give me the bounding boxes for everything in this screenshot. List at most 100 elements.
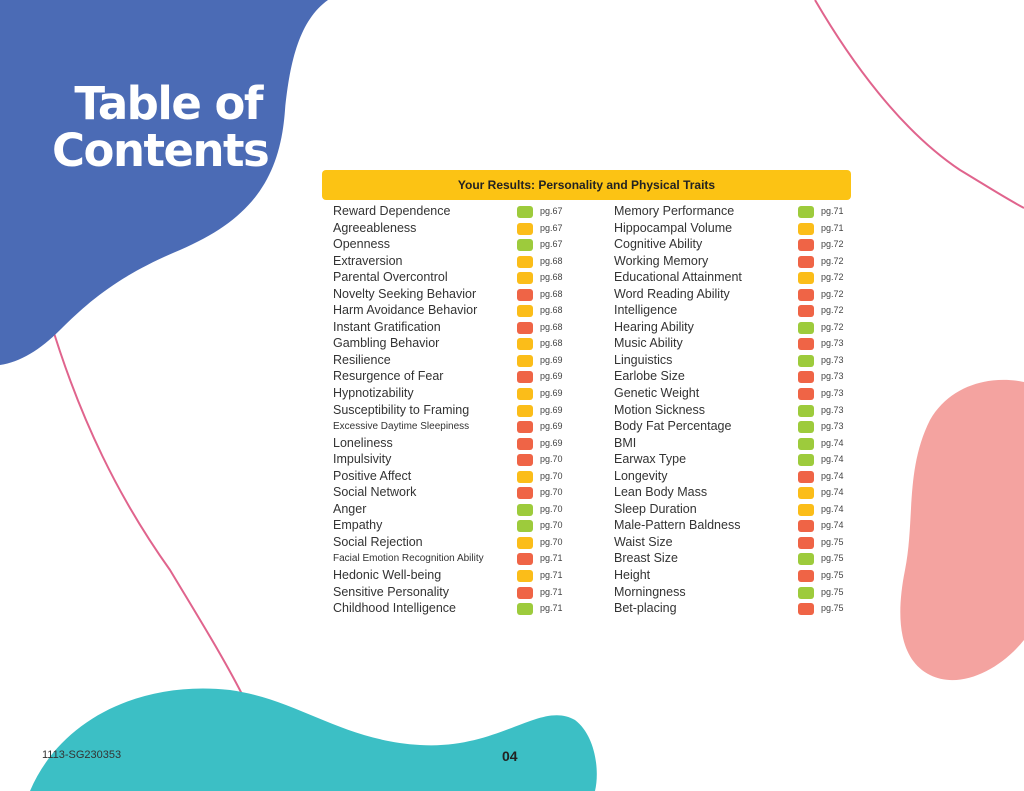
toc-entry[interactable]: Hippocampal Volume pg.71 (614, 220, 854, 237)
toc-entry[interactable]: Anger pg.70 (333, 501, 573, 518)
toc-entry[interactable]: Body Fat Percentage pg.73 (614, 418, 854, 435)
toc-entry-page: pg.71 (540, 570, 563, 581)
toc-entry[interactable]: Lean Body Mass pg.74 (614, 484, 854, 501)
section-banner: Your Results: Personality and Physical T… (322, 170, 851, 200)
status-indicator-yellow (517, 338, 533, 351)
toc-entry[interactable]: Morningness pg.75 (614, 584, 854, 601)
toc-entry[interactable]: Agreeableness pg.67 (333, 220, 573, 237)
blue-blob (0, 0, 328, 365)
status-indicator-red (798, 288, 814, 301)
toc-entry[interactable]: Sensitive Personality pg.71 (333, 584, 573, 601)
toc-entry[interactable]: Empathy pg.70 (333, 517, 573, 534)
toc-entry[interactable]: Facial Emotion Recognition Ability pg.71 (333, 550, 573, 567)
toc-entry[interactable]: Openness pg.67 (333, 236, 573, 253)
status-indicator-red (517, 421, 533, 434)
toc-entry[interactable]: Excessive Daytime Sleepiness pg.69 (333, 418, 573, 435)
toc-entry[interactable]: Positive Affect pg.70 (333, 468, 573, 485)
toc-entry-label: Hedonic Well-being (333, 568, 442, 583)
toc-entry[interactable]: Linguistics pg.73 (614, 352, 854, 369)
toc-entry-label: Memory Performance (614, 204, 735, 218)
toc-entry-page: pg.74 (821, 487, 844, 498)
toc-entry-page: pg.67 (540, 239, 563, 250)
toc-entry[interactable]: Childhood Intelligence pg.71 (333, 600, 573, 617)
toc-entry[interactable]: Novelty Seeking Behavior pg.68 (333, 286, 573, 303)
toc-entry[interactable]: Hearing Ability pg.72 (614, 319, 854, 336)
toc-entry[interactable]: Intelligence pg.72 (614, 302, 854, 319)
toc-entry[interactable]: Parental Overcontrol pg.68 (333, 269, 573, 286)
toc-entry-page: pg.69 (540, 421, 563, 432)
toc-entry[interactable]: Height pg.75 (614, 567, 854, 584)
toc-entry[interactable]: Resurgence of Fear pg.69 (333, 368, 573, 385)
toc-entry-page: pg.72 (821, 321, 844, 332)
toc-entry-label: Loneliness (333, 435, 393, 450)
toc-entry[interactable]: BMI pg.74 (614, 435, 854, 452)
toc-entry[interactable]: Instant Gratification pg.68 (333, 319, 573, 336)
toc-entry[interactable]: Educational Attainment pg.72 (614, 269, 854, 286)
toc-entry-label: Harm Avoidance Behavior (333, 303, 478, 318)
toc-entry-page: pg.75 (821, 603, 844, 614)
toc-entry-label: Cognitive Ability (614, 237, 703, 252)
toc-entry[interactable]: Motion Sickness pg.73 (614, 402, 854, 419)
toc-entry[interactable]: Susceptibility to Framing pg.69 (333, 402, 573, 419)
toc-entry-label: Gambling Behavior (333, 336, 440, 351)
toc-right-column: Memory Performance pg.71 Hippocampal Volum… (614, 203, 854, 617)
status-indicator-red (798, 305, 814, 318)
toc-entry[interactable]: Memory Performance pg.71 (614, 203, 854, 220)
toc-entry[interactable]: Waist Size pg.75 (614, 534, 854, 551)
toc-entry[interactable]: Cognitive Ability pg.72 (614, 236, 854, 253)
toc-entry-label: Positive Affect (333, 468, 412, 483)
toc-entry[interactable]: Harm Avoidance Behavior pg.68 (333, 302, 573, 319)
toc-entry[interactable]: Working Memory pg.72 (614, 253, 854, 270)
toc-entry[interactable]: Hypnotizability pg.69 (333, 385, 573, 402)
status-indicator-green (517, 603, 533, 616)
toc-entry-page: pg.75 (821, 553, 844, 564)
toc-entry-label: Word Reading Ability (614, 286, 730, 301)
pink-line-left (49, 319, 246, 701)
status-indicator-yellow (798, 487, 814, 500)
toc-entry-label: Bet-placing (614, 601, 677, 616)
toc-entry-label: Resilience (333, 352, 391, 367)
status-indicator-red (517, 487, 533, 500)
toc-entry-label: Susceptibility to Framing (333, 402, 470, 417)
toc-entry[interactable]: Gambling Behavior pg.68 (333, 335, 573, 352)
toc-entry-label: Openness (333, 237, 390, 252)
toc-entry[interactable]: Social Network pg.70 (333, 484, 573, 501)
toc-entry-label: Parental Overcontrol (333, 270, 448, 285)
toc-entry[interactable]: Longevity pg.74 (614, 468, 854, 485)
status-indicator-yellow (517, 470, 533, 483)
toc-entry[interactable]: Social Rejection pg.70 (333, 534, 573, 551)
toc-entry-label: Intelligence (614, 303, 678, 318)
toc-entry[interactable]: Earwax Type pg.74 (614, 451, 854, 468)
status-indicator-yellow (798, 503, 814, 516)
toc-entry[interactable]: Hedonic Well-being pg.71 (333, 567, 573, 584)
toc-entry-page: pg.71 (821, 206, 844, 216)
toc-entry-label: Morningness (614, 584, 686, 599)
toc-entry[interactable]: Genetic Weight pg.73 (614, 385, 854, 402)
toc-entry[interactable]: Impulsivity pg.70 (333, 451, 573, 468)
status-indicator-yellow (517, 388, 533, 401)
toc-entry-page: pg.73 (821, 404, 844, 415)
toc-entry-page: pg.75 (821, 586, 844, 597)
toc-entry[interactable]: Breast Size pg.75 (614, 550, 854, 567)
toc-entry[interactable]: Loneliness pg.69 (333, 435, 573, 452)
status-indicator-green (798, 437, 814, 450)
toc-entry-page: pg.70 (540, 470, 563, 481)
toc-entry-page: pg.74 (821, 503, 844, 514)
toc-entry[interactable]: Sleep Duration pg.74 (614, 501, 854, 518)
toc-entry-page: pg.73 (821, 421, 844, 432)
toc-entry-page: pg.72 (821, 272, 844, 283)
toc-entry-label: Lean Body Mass (614, 485, 708, 500)
toc-entry-label: Instant Gratification (333, 319, 441, 334)
status-indicator-red (798, 255, 814, 268)
toc-entry-label: Male-Pattern Baldness (614, 518, 741, 533)
toc-entry[interactable]: Resilience pg.69 (333, 352, 573, 369)
toc-entry[interactable]: Music Ability pg.73 (614, 335, 854, 352)
status-indicator-yellow (798, 222, 814, 235)
toc-entry[interactable]: Male-Pattern Baldness pg.74 (614, 517, 854, 534)
toc-entry[interactable]: Extraversion pg.68 (333, 253, 573, 270)
toc-entry[interactable]: Earlobe Size pg.73 (614, 368, 854, 385)
toc-entry[interactable]: Word Reading Ability pg.72 (614, 286, 854, 303)
toc-entry[interactable]: Bet-placing pg.75 (614, 600, 854, 617)
teal-blob (30, 688, 597, 791)
toc-entry[interactable]: Reward Dependence pg.67 (333, 203, 573, 220)
